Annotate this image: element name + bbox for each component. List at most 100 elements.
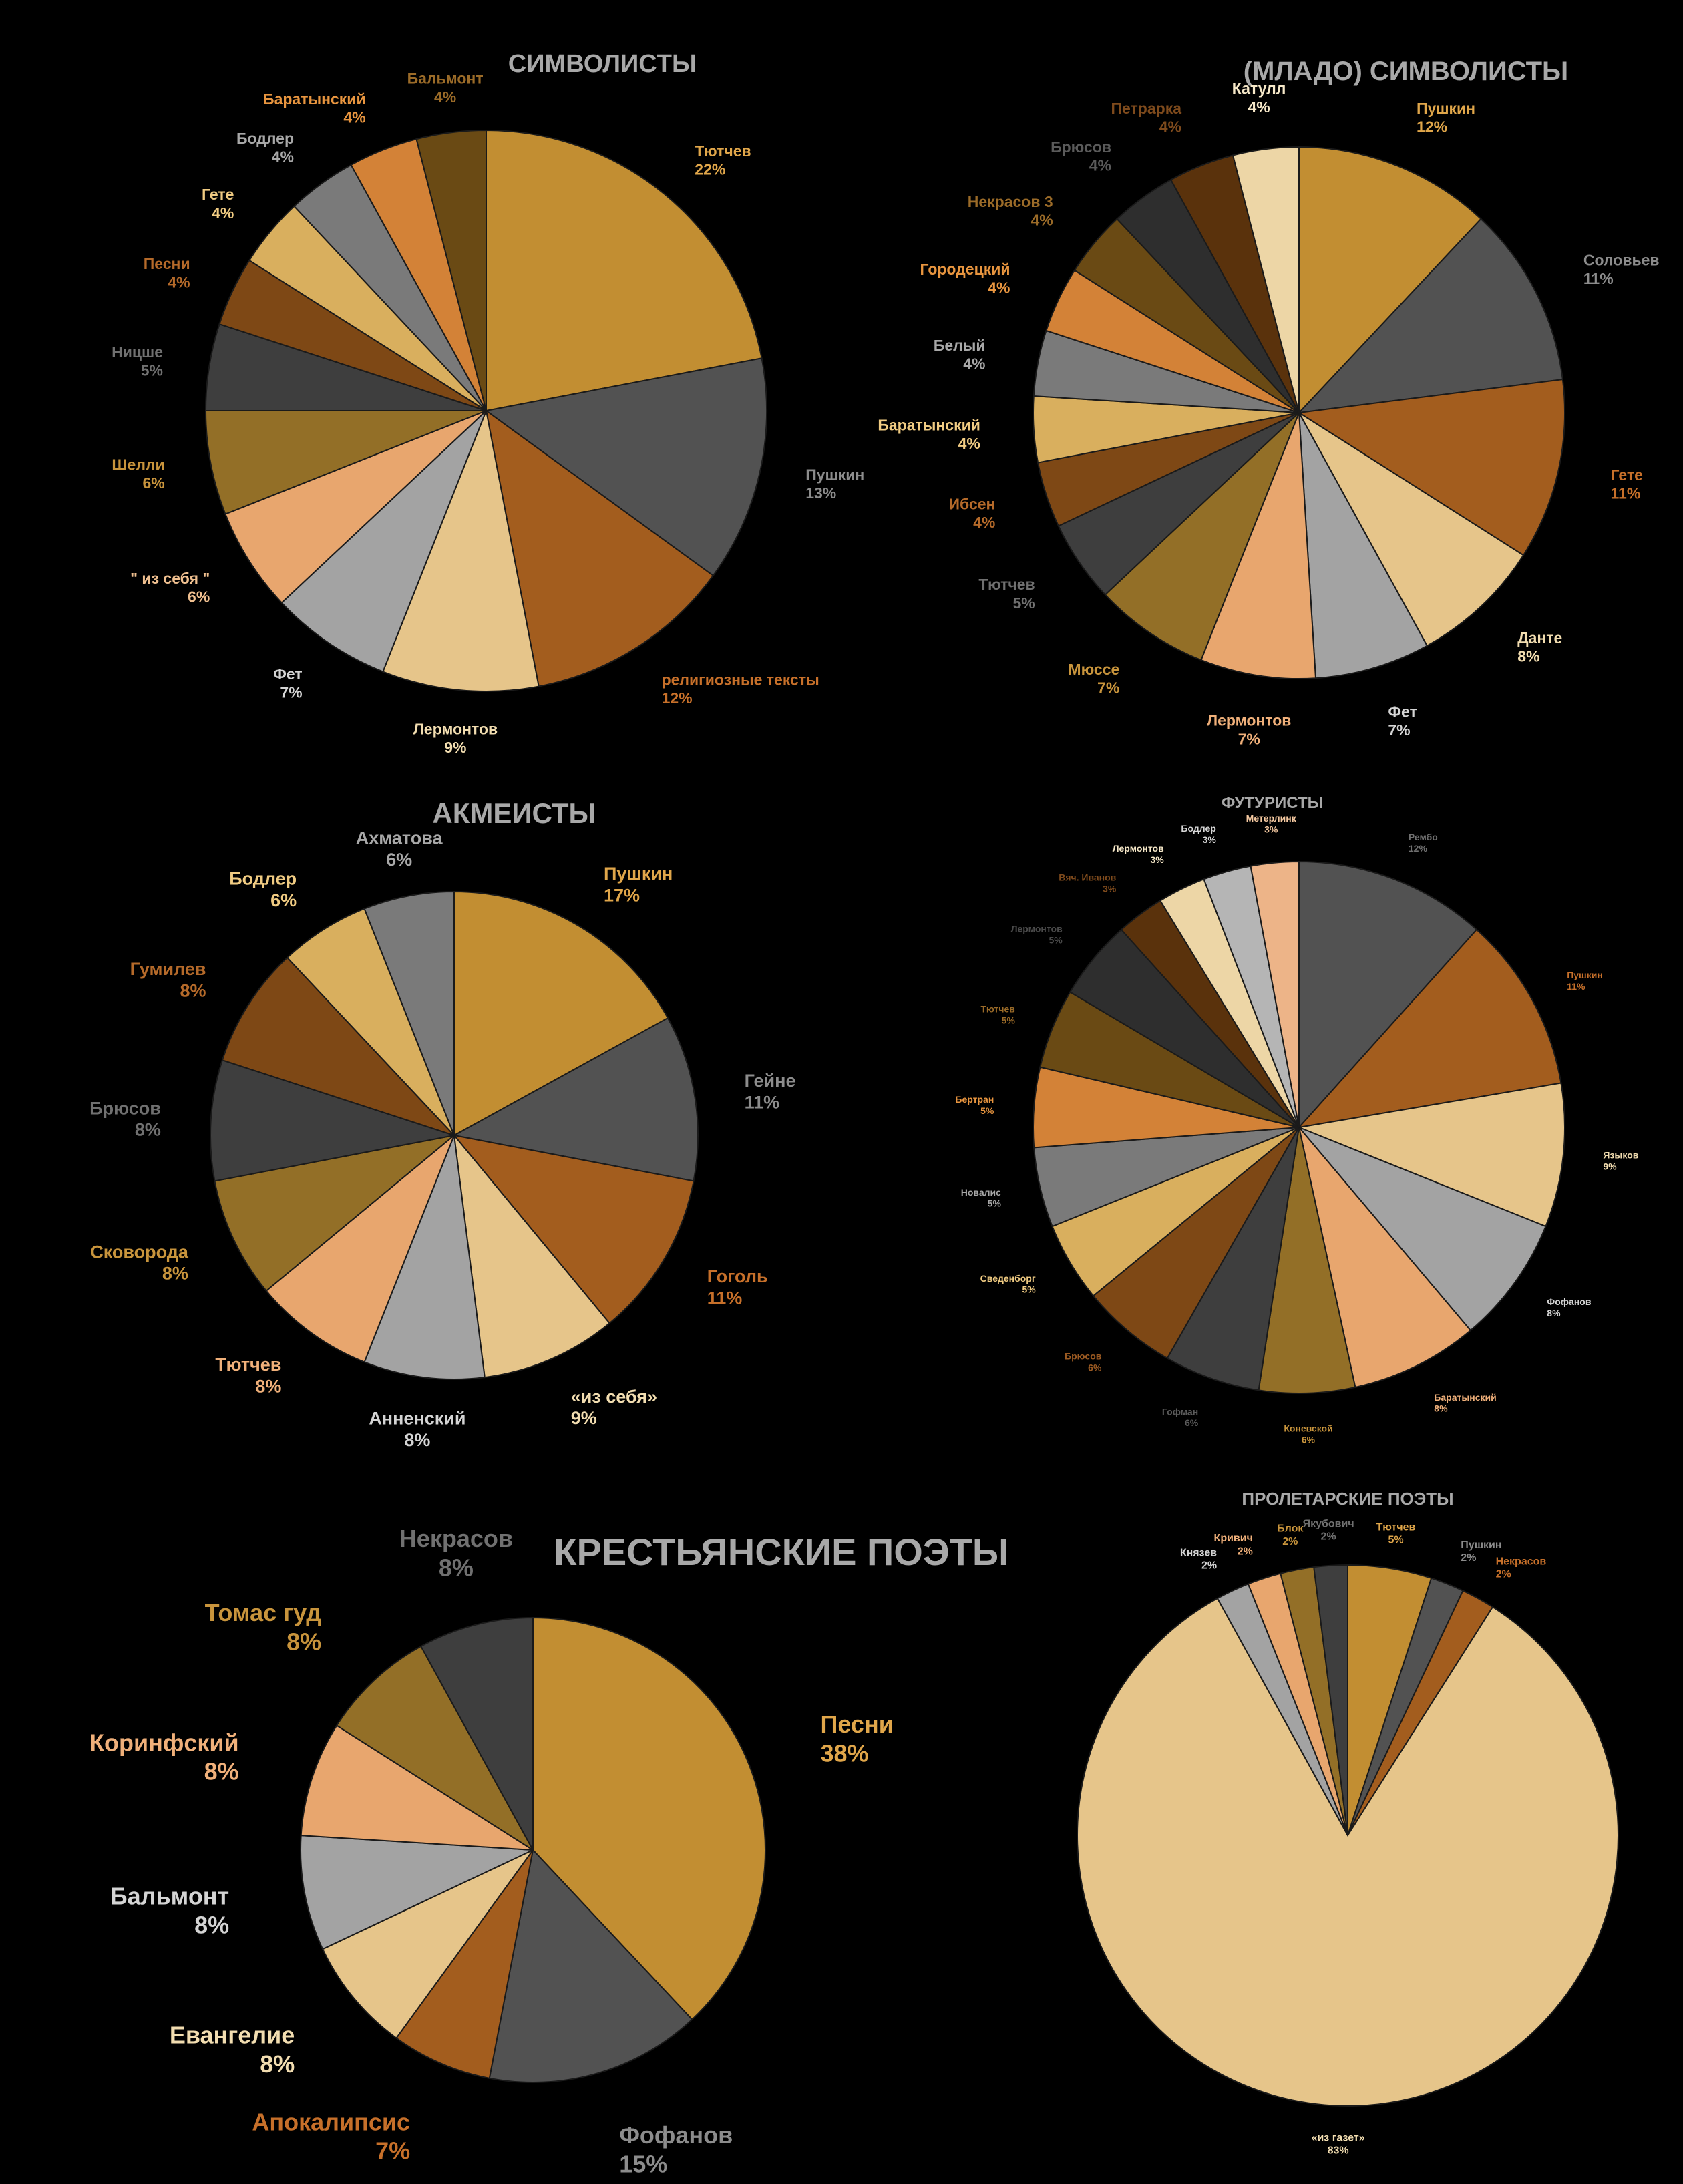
- pie-slice-якубович: [1313, 1564, 1348, 1836]
- slice-label: Бальмонт: [110, 1882, 229, 1909]
- pie-slice-тютчев: [486, 129, 763, 412]
- pie-slice-пушкин: [1297, 928, 1562, 1129]
- slice-label: Тютчев: [978, 576, 1035, 593]
- slice-percent: 4%: [958, 435, 980, 452]
- pie-slice-катулл: [1232, 146, 1300, 413]
- slice-label: Песни: [144, 255, 190, 272]
- slice-percent: 3%: [1150, 854, 1164, 865]
- slice-label: Бертран: [955, 1094, 994, 1105]
- slice-label: Рембо: [1409, 832, 1438, 842]
- slice-percent: 8%: [194, 1912, 229, 1939]
- slice-label: Тютчев: [215, 1354, 281, 1375]
- pie-slice-языков: [1296, 1082, 1565, 1228]
- slice-label: Тютчев: [981, 1004, 1016, 1015]
- pie-slice-религиозные-тексты: [485, 409, 715, 687]
- slice-percent: 9%: [571, 1408, 597, 1428]
- pie-slice-брюсов: [210, 1059, 455, 1182]
- pie-slice-гоголь: [452, 1134, 695, 1324]
- slice-label: Шелли: [112, 456, 164, 473]
- pie-slice-бодлер: [286, 908, 455, 1136]
- pie-slice-мюссе: [1104, 412, 1300, 661]
- slice-percent: 4%: [272, 148, 294, 166]
- slice-label: Фофанов: [619, 2121, 733, 2149]
- slice-percent: 5%: [1012, 594, 1035, 612]
- slice-percent: 2%: [1201, 1560, 1217, 1572]
- slice-percent: 3%: [1203, 834, 1217, 845]
- slice-percent: 5%: [1022, 1284, 1036, 1295]
- slice-label: Бодлер: [236, 130, 294, 147]
- slice-label: Томас гуд: [205, 1599, 322, 1626]
- slice-percent: 7%: [1097, 679, 1119, 697]
- slice-percent: 4%: [973, 514, 995, 531]
- slice-percent: 8%: [1434, 1403, 1448, 1414]
- slice-label: Брюсов: [1051, 138, 1111, 156]
- pie-chart-младо-символисты: (МЛАДО) СИМВОЛИСТЫПушкин12%Соловьев11%Ге…: [878, 57, 1659, 747]
- slice-label: Пушкин: [805, 466, 864, 483]
- slice-percent: 11%: [745, 1093, 780, 1113]
- slice-percent: 7%: [280, 683, 302, 701]
- slice-percent: 2%: [1496, 1569, 1511, 1580]
- slice-percent: 5%: [988, 1198, 1002, 1209]
- pie-slice-пушкин: [484, 357, 767, 577]
- slice-percent: 8%: [1517, 648, 1539, 665]
- slice-label: Гете: [202, 186, 234, 203]
- slice-label: Соловьев: [1583, 252, 1660, 269]
- pie-slice-некрасов: [419, 1616, 534, 1851]
- pie-slice-фет: [1298, 412, 1429, 679]
- slice-percent: 8%: [135, 1120, 161, 1140]
- slice-label: Сковорода: [90, 1242, 189, 1262]
- slice-label: Гумилев: [130, 959, 206, 979]
- slice-percent: 8%: [162, 1264, 188, 1284]
- slice-percent: 4%: [212, 204, 234, 222]
- pie-slice-брюсов: [1092, 1127, 1300, 1360]
- slice-percent: 4%: [988, 279, 1010, 297]
- slice-percent: 3%: [1103, 884, 1117, 894]
- slice-label: Якубович: [1303, 1519, 1354, 1530]
- slice-label: Сведенборг: [980, 1273, 1036, 1284]
- slice-label: «из себя»: [571, 1387, 657, 1407]
- slice-percent: 3%: [1264, 824, 1278, 835]
- slice-label: Коневской: [1284, 1423, 1332, 1434]
- slice-label: Мюссе: [1068, 661, 1119, 678]
- slice-label: Баратынский: [1434, 1392, 1496, 1403]
- pie-slice-ахматова: [363, 890, 455, 1136]
- slice-percent: 17%: [604, 886, 640, 906]
- slice-label: Гете: [1611, 466, 1643, 484]
- pie-slice-песни: [532, 1616, 766, 2021]
- slice-percent: 6%: [1302, 1435, 1316, 1445]
- pie-slice-из-себя: [453, 1133, 611, 1379]
- slice-label: Бодлер: [229, 868, 297, 888]
- slice-percent: 4%: [1159, 118, 1181, 136]
- slice-percent: 11%: [707, 1288, 743, 1308]
- slice-label: Пушкин: [604, 864, 673, 884]
- pie-slice-томас-гуд: [335, 1645, 534, 1851]
- slice-label: Фет: [1388, 703, 1417, 721]
- slice-percent: 8%: [439, 1554, 474, 1581]
- slice-percent: 4%: [168, 274, 190, 291]
- pie-slice-коневской: [1258, 1127, 1356, 1394]
- slice-label: Гейне: [745, 1071, 796, 1091]
- slice-percent: 6%: [142, 474, 164, 492]
- chart-title: СИМВОЛИСТЫ: [508, 50, 697, 78]
- slice-label: Лермонтов: [1113, 843, 1164, 854]
- pie-slice-коринфский: [300, 1724, 534, 1851]
- slice-percent: 13%: [805, 484, 836, 502]
- slice-percent: 9%: [444, 739, 466, 756]
- slice-label: Лермонтов: [1011, 924, 1063, 934]
- slice-percent: 11%: [1611, 484, 1641, 502]
- slice-percent: 12%: [1409, 843, 1428, 854]
- slice-percent: 4%: [1031, 212, 1053, 229]
- slice-percent: 11%: [1567, 981, 1585, 992]
- slice-label: Городецкий: [920, 260, 1010, 278]
- slice-percent: 5%: [141, 362, 163, 379]
- slice-label: Катулл: [1232, 79, 1286, 97]
- pie-slice-метерлинк: [1250, 860, 1300, 1128]
- slice-label: Брюсов: [89, 1098, 161, 1118]
- slice-label: Лермонтов: [413, 720, 498, 737]
- slice-percent: 8%: [1547, 1308, 1561, 1318]
- slice-percent: 2%: [1461, 1552, 1476, 1564]
- pie-slice-фофанов: [488, 1848, 693, 2083]
- slice-percent: 4%: [1089, 156, 1111, 174]
- slice-label: Ницше: [112, 343, 163, 361]
